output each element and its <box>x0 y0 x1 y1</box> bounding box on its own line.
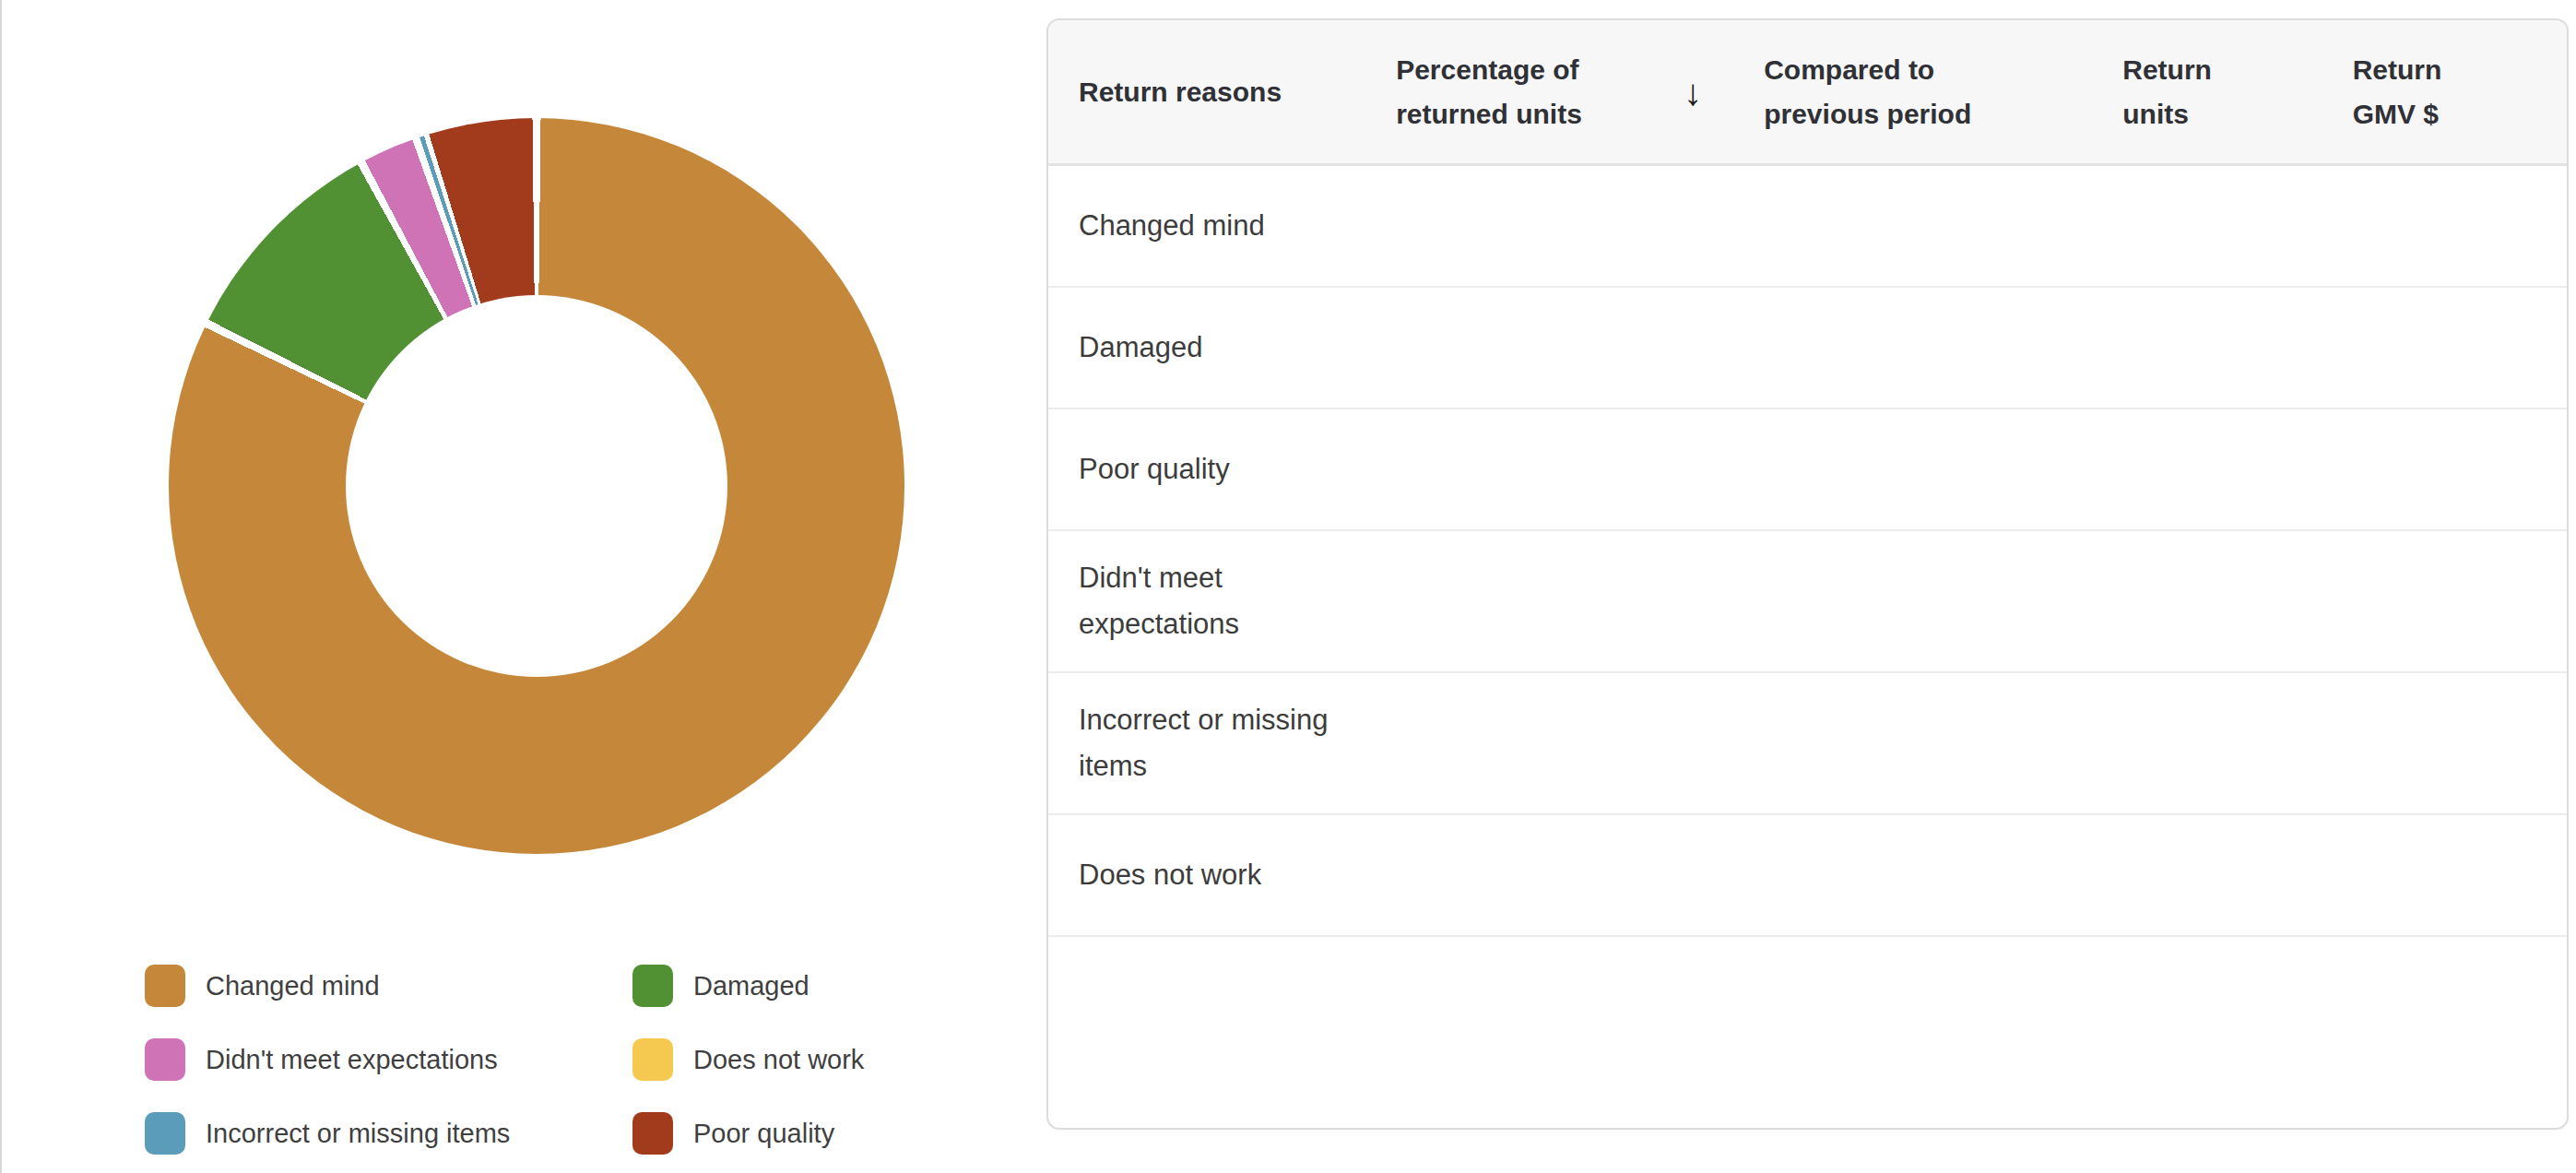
col-header-label: Compared to previous period <box>1764 48 1971 136</box>
cell-percentage-of-returned-units <box>1365 531 1733 671</box>
legend-label: Does not work <box>693 1045 864 1075</box>
legend-item[interactable]: Damaged <box>632 965 864 1007</box>
cell-return-gmv <box>2322 288 2567 408</box>
cell-compared-to-previous-period <box>1733 531 2092 671</box>
cell-return-reason: Incorrect or missing items <box>1048 673 1365 813</box>
cell-percentage-of-returned-units <box>1365 815 1733 935</box>
table-body: Changed mind Damaged Poor quality Didn't… <box>1048 166 2567 937</box>
legend-color-swatch <box>632 1038 673 1081</box>
cell-return-units <box>2092 166 2322 286</box>
cell-return-units <box>2092 815 2322 935</box>
table-row: Incorrect or missing items <box>1048 673 2567 815</box>
cell-return-gmv <box>2322 531 2567 671</box>
legend-color-swatch <box>632 965 673 1007</box>
table-row: Poor quality <box>1048 409 2567 531</box>
return-reasons-chart-panel: Changed mind Damaged Didn't meet expecta… <box>0 0 1014 1173</box>
col-header-return-gmv[interactable]: Return GMV $ <box>2322 20 2567 163</box>
col-header-label: Return reasons <box>1079 70 1282 114</box>
legend-item[interactable]: Incorrect or missing items <box>145 1112 632 1155</box>
cell-return-gmv <box>2322 166 2567 286</box>
table-row: Does not work <box>1048 815 2567 937</box>
col-header-return-units[interactable]: Return units <box>2092 20 2322 163</box>
cell-return-reason: Poor quality <box>1048 409 1365 529</box>
cell-percentage-of-returned-units <box>1365 288 1733 408</box>
legend-label: Damaged <box>693 971 809 1001</box>
legend-color-swatch <box>145 1038 185 1081</box>
cell-compared-to-previous-period <box>1733 166 2092 286</box>
cell-percentage-of-returned-units <box>1365 673 1733 813</box>
table-row: Didn't meet expectations <box>1048 531 2567 673</box>
col-header-label: Return GMV $ <box>2353 48 2442 136</box>
cell-return-units <box>2092 673 2322 813</box>
legend-item[interactable]: Changed mind <box>145 965 632 1007</box>
legend-label: Changed mind <box>206 971 380 1001</box>
legend-item[interactable]: Poor quality <box>632 1112 864 1155</box>
cell-percentage-of-returned-units <box>1365 409 1733 529</box>
cell-return-gmv <box>2322 673 2567 813</box>
table-header-row: Return reasons Percentage of returned un… <box>1048 20 2567 166</box>
cell-compared-to-previous-period <box>1733 815 2092 935</box>
col-header-compared-to-previous-period[interactable]: Compared to previous period <box>1733 20 2092 163</box>
sort-descending-icon[interactable]: ↓ <box>1684 74 1702 111</box>
cell-compared-to-previous-period <box>1733 673 2092 813</box>
legend-label: Incorrect or missing items <box>206 1119 510 1149</box>
col-header-percentage-of-returned-units[interactable]: Percentage of returned units ↓ <box>1365 20 1733 163</box>
legend-label: Poor quality <box>693 1119 834 1149</box>
cell-percentage-of-returned-units <box>1365 166 1733 286</box>
cell-return-units <box>2092 409 2322 529</box>
col-header-label: Percentage of returned units <box>1396 48 1582 136</box>
cell-return-reason: Damaged <box>1048 288 1365 408</box>
col-header-return-reasons: Return reasons <box>1048 20 1365 163</box>
return-reasons-table-card: Return reasons Percentage of returned un… <box>1046 18 2569 1130</box>
cell-return-gmv <box>2322 815 2567 935</box>
cell-return-reason: Changed mind <box>1048 166 1365 286</box>
cell-return-gmv <box>2322 409 2567 529</box>
cell-return-reason: Does not work <box>1048 815 1365 935</box>
legend-color-swatch <box>145 1112 185 1155</box>
chart-legend: Changed mind Damaged Didn't meet expecta… <box>145 965 864 1155</box>
legend-label: Didn't meet expectations <box>206 1045 498 1075</box>
donut-hole <box>346 295 727 677</box>
legend-color-swatch <box>632 1112 673 1155</box>
legend-item[interactable]: Does not work <box>632 1038 864 1081</box>
cell-return-units <box>2092 288 2322 408</box>
cell-return-reason: Didn't meet expectations <box>1048 531 1365 671</box>
table-row: Damaged <box>1048 288 2567 409</box>
cell-compared-to-previous-period <box>1733 409 2092 529</box>
legend-color-swatch <box>145 965 185 1007</box>
col-header-label: Return units <box>2122 48 2212 136</box>
table-row: Changed mind <box>1048 166 2567 288</box>
return-reasons-donut-chart[interactable] <box>169 118 904 854</box>
cell-compared-to-previous-period <box>1733 288 2092 408</box>
cell-return-units <box>2092 531 2322 671</box>
legend-item[interactable]: Didn't meet expectations <box>145 1038 632 1081</box>
